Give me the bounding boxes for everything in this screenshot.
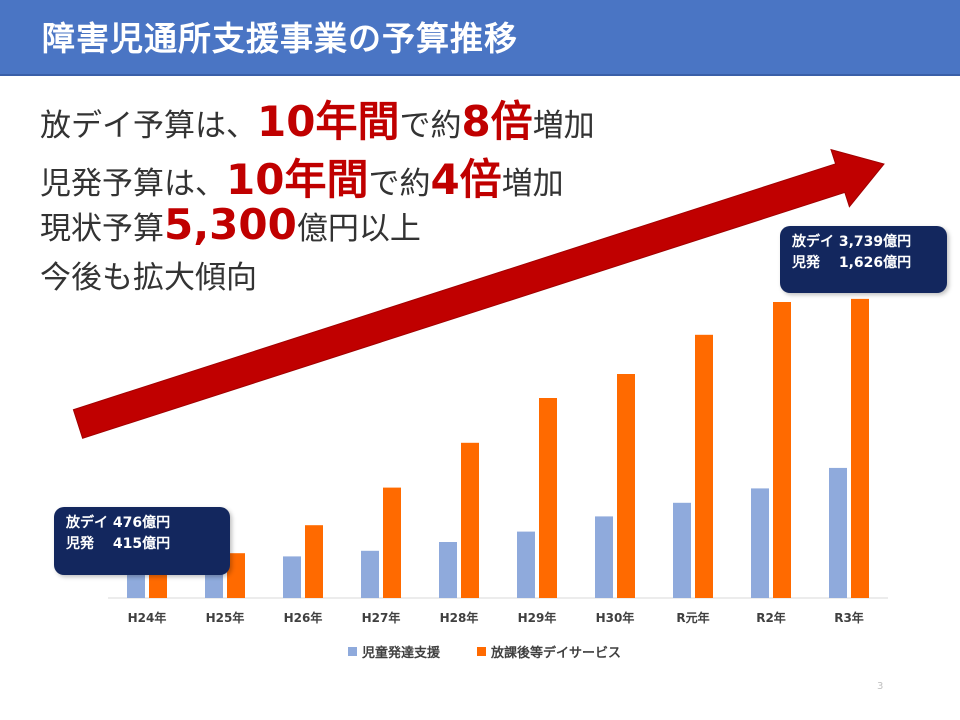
headline-emphasis: 8倍	[461, 97, 533, 146]
x-tick-label: H27年	[362, 610, 401, 625]
x-tick-label: R3年	[834, 610, 864, 625]
bar-jihatsu-8	[751, 488, 769, 598]
x-tick-label: H25年	[206, 610, 245, 625]
callout-line: 児発 1,626億円	[792, 255, 912, 271]
page-number: 3	[877, 681, 884, 692]
legend-swatch	[348, 647, 357, 656]
x-tick-label: R元年	[676, 610, 709, 625]
headline-text: 億円以上	[296, 211, 421, 247]
bar-jihatsu-6	[595, 516, 613, 598]
headline-emphasis: 4倍	[430, 155, 502, 204]
headline-houdei: 放デイ予算は、10年間で約8倍増加	[40, 88, 595, 149]
legend-swatch	[477, 647, 486, 656]
headline-text: 放デイ予算は、	[40, 108, 257, 144]
headline-emphasis: 10年間	[226, 155, 369, 204]
trend-arrow	[72, 148, 885, 439]
headline-text: 増加	[532, 108, 595, 144]
callout-line: 放デイ 476億円	[66, 515, 171, 531]
headline-text: 現状予算	[40, 211, 164, 247]
callout-line: 放デイ 3,739億円	[792, 234, 912, 250]
bar-houdei-8	[773, 302, 791, 598]
bar-houdei-2	[305, 525, 323, 598]
headline-emphasis: 10年間	[257, 97, 400, 146]
headline-text: で約	[399, 108, 462, 144]
x-tick-labels: H24年 H25年 H26年 H27年 H28年 H29年 H30年 R元年 R2年 R3年	[128, 610, 864, 625]
callout-end-values: 放デイ 3,739億円 児発 1,626億円	[780, 226, 947, 293]
x-tick-label: H26年	[284, 610, 323, 625]
headline-jihatsu: 児発予算は、10年間で約4倍増加	[40, 146, 564, 207]
bar-houdei-4	[461, 442, 479, 598]
bar-jihatsu-7	[673, 502, 691, 598]
legend-label: 放課後等デイサービス	[490, 645, 621, 661]
legend: 児童発達支援 放課後等デイサービス	[348, 645, 621, 661]
bar-houdei-3	[383, 487, 401, 598]
headline-current-budget: 現状予算5,300億円以上	[40, 200, 421, 249]
headline-text: 増加	[501, 166, 564, 202]
page-title: 障害児通所支援事業の予算推移	[42, 19, 518, 58]
headline-outlook: 今後も拡大傾向	[40, 260, 257, 296]
bar-houdei-1	[227, 553, 245, 598]
x-tick-label: H29年	[518, 610, 557, 625]
bar-jihatsu-3	[361, 550, 379, 598]
legend-label: 児童発達支援	[361, 645, 441, 661]
headline-text: 児発予算は、	[40, 166, 226, 202]
bar-jihatsu-4	[439, 542, 457, 598]
bar-houdei-6	[617, 374, 635, 598]
callout-line: 児発 415億円	[66, 536, 171, 552]
bar-houdei-9	[851, 298, 869, 598]
x-tick-label: R2年	[756, 610, 786, 625]
title-bar: 障害児通所支援事業の予算推移	[0, 0, 960, 76]
bar-jihatsu-5	[517, 531, 535, 598]
bar-jihatsu-9	[829, 467, 847, 598]
x-tick-label: H24年	[128, 610, 167, 625]
bar-group	[127, 298, 869, 598]
callout-start-values: 放デイ 476億円 児発 415億円	[54, 507, 230, 575]
headline-text: で約	[368, 166, 431, 202]
x-tick-label: H30年	[596, 610, 635, 625]
bar-houdei-5	[539, 398, 557, 598]
bar-jihatsu-2	[283, 556, 301, 598]
x-tick-label: H28年	[440, 610, 479, 625]
bar-houdei-7	[695, 334, 713, 598]
headline-emphasis: 5,300	[164, 200, 297, 249]
